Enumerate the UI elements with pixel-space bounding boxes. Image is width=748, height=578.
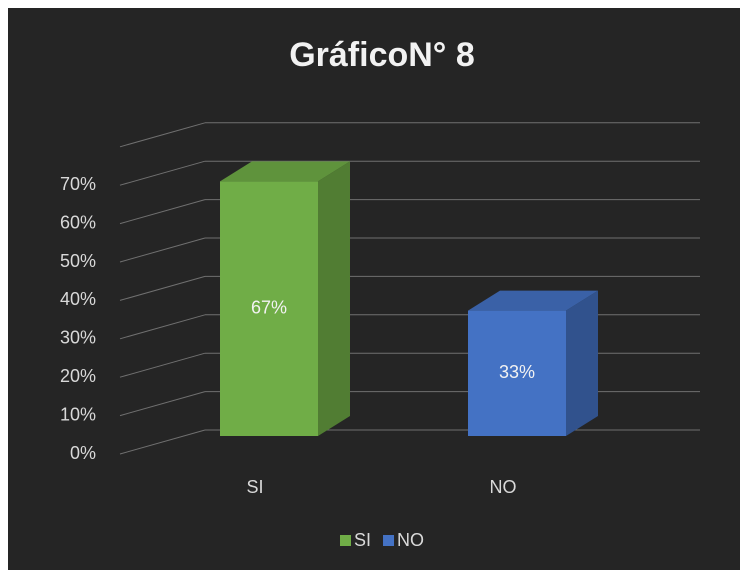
grid-line [119,314,206,340]
bar [220,181,318,436]
x-tick-label: NO [490,477,517,497]
grid-line [119,237,206,263]
data-label: 67% [251,297,287,317]
wall-edge [119,122,206,148]
legend-swatch [340,535,351,546]
grid-line [119,391,206,417]
y-tick-label: 60% [60,212,96,232]
grid-line [119,352,206,378]
y-tick-label: 70% [60,174,96,194]
grid-line [119,429,206,455]
bar-top [468,290,598,311]
y-tick-label: 10% [60,404,96,424]
y-tick-label: 30% [60,328,96,348]
bar-side [318,161,350,436]
grid-line [119,199,206,225]
bar-top [220,161,350,182]
grid-line [119,160,206,186]
y-tick-label: 40% [60,289,96,309]
data-label: 33% [499,362,535,382]
y-tick-label: 50% [60,251,96,271]
chart-title: GráficoN° 8 [289,36,475,74]
y-tick-label: 0% [70,443,96,463]
grid-line [119,275,206,301]
y-tick-label: 20% [60,366,96,386]
chart-background [8,8,740,570]
bar-side [566,290,598,436]
legend-swatch [383,535,395,546]
bar [468,310,566,436]
legend-label: NO [397,530,424,550]
legend-label: SI [354,530,371,550]
x-tick-label: SI [246,477,263,497]
